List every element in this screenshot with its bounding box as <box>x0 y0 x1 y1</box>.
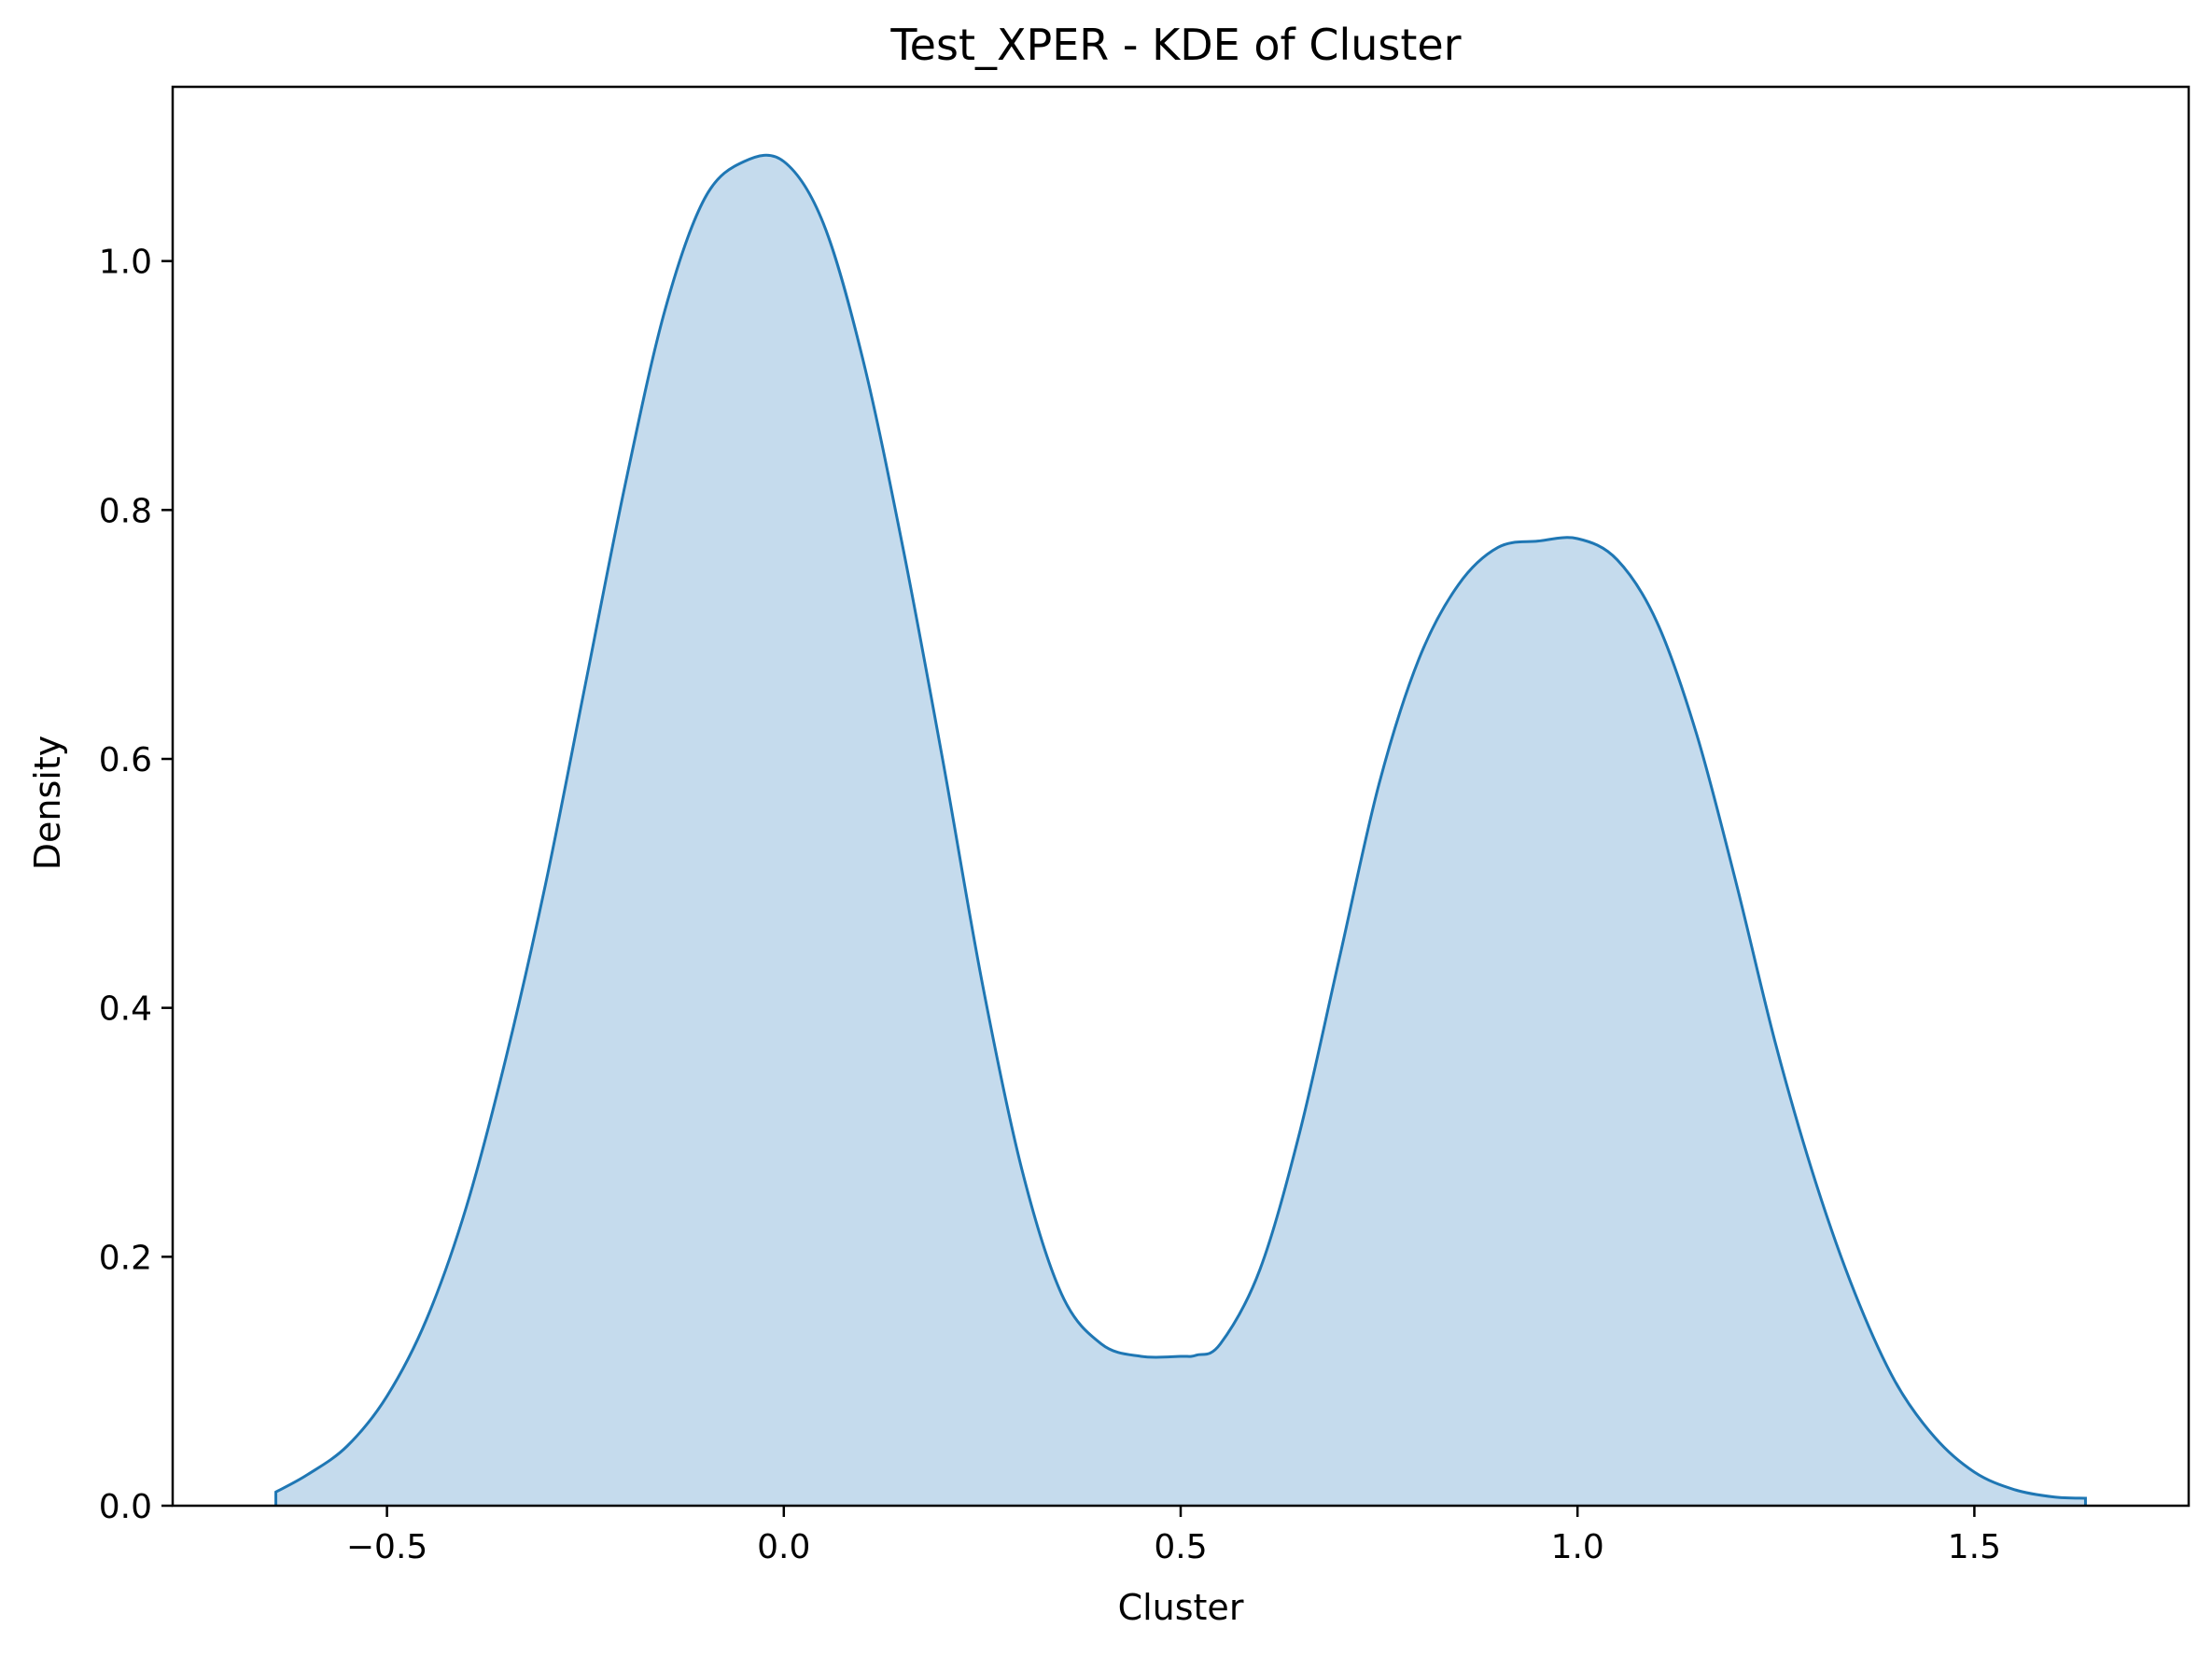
y-tick-label: 0.6 <box>99 741 152 779</box>
axes-frame <box>171 85 2191 1508</box>
x-tick-label: −0.5 <box>346 1528 427 1566</box>
plot-area <box>274 153 2087 1507</box>
y-tick-label: 0.8 <box>99 492 152 530</box>
y-tick-label: 0.0 <box>99 1488 152 1526</box>
y-tick-label: 1.0 <box>99 244 152 282</box>
y-tick-label: 0.4 <box>99 990 152 1029</box>
y-axis-label: Density <box>27 736 68 870</box>
x-axis-ticks: −0.5 0.0 0.5 1.0 1.5 <box>346 1506 2001 1566</box>
x-tick-label: 1.0 <box>1551 1528 1604 1566</box>
y-axis-ticks: 0.0 0.2 0.4 0.6 0.8 1.0 <box>99 244 173 1526</box>
chart-title: Test_XPER - KDE of Cluster <box>889 20 1461 70</box>
kde-curve-line <box>274 153 2087 1506</box>
x-tick-label: 0.5 <box>1154 1528 1207 1566</box>
kde-area-fill <box>275 155 2086 1507</box>
x-tick-label: 0.0 <box>757 1528 810 1566</box>
x-axis-label: Cluster <box>1118 1587 1244 1628</box>
y-tick-label: 0.2 <box>99 1239 152 1277</box>
x-tick-label: 1.5 <box>1948 1528 2001 1566</box>
